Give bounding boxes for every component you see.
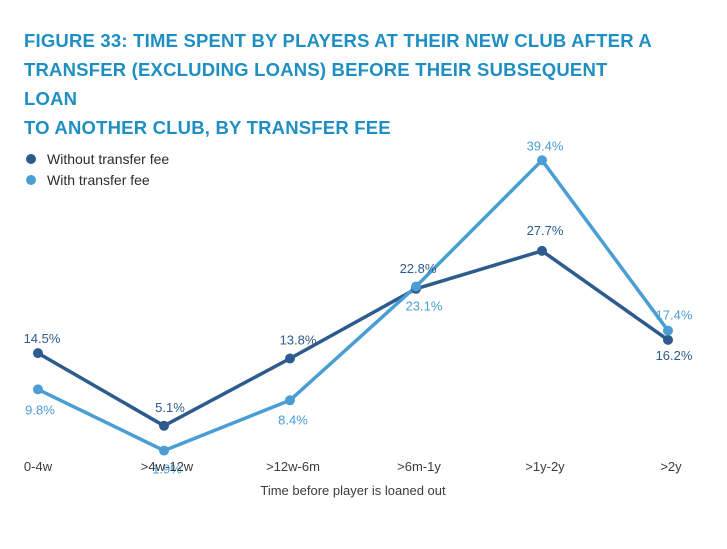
x-tick-label-4: >1y-2y — [525, 459, 565, 474]
legend-marker-without-fee — [26, 153, 36, 164]
data-point-without-fee-1 — [159, 420, 169, 431]
data-label-with-fee-4: 39.4% — [527, 138, 564, 153]
legend-item-without-fee: Without transfer fee — [26, 148, 169, 169]
legend-label-without-fee: Without transfer fee — [47, 150, 170, 167]
data-point-with-fee-4 — [537, 155, 547, 166]
legend-item-with-fee: With transfer fee — [26, 169, 169, 190]
data-point-with-fee-2 — [285, 395, 295, 406]
data-point-without-fee-5 — [663, 334, 673, 345]
chart-legend: Without transfer fee With transfer fee — [26, 148, 169, 190]
data-point-without-fee-0 — [33, 348, 43, 359]
data-point-with-fee-0 — [33, 384, 43, 395]
x-tick-label-3: >6m-1y — [397, 459, 441, 474]
data-point-with-fee-3 — [411, 281, 421, 292]
data-point-with-fee-1 — [159, 445, 169, 456]
series-layer: 14.5% 5.1% 13.8% 22.8% 27.7% 16.2% 9.8% 1.9% 8.4… — [24, 138, 693, 476]
x-tick-label-1: >4w-12w — [141, 459, 194, 474]
data-label-without-fee-0: 14.5% — [24, 331, 61, 346]
data-label-without-fee-3: 22.8% — [400, 261, 437, 276]
data-label-with-fee-0: 9.8% — [25, 402, 55, 417]
x-axis-title: Time before player is loaned out — [260, 483, 446, 498]
data-label-with-fee-1: 1.9% — [152, 462, 182, 477]
chart-title-line-1: FIGURE 33: TIME SPENT BY PLAYERS AT THEI… — [24, 30, 652, 51]
series-line-without-fee — [36, 249, 670, 428]
data-label-without-fee-4: 27.7% — [527, 223, 564, 238]
data-label-without-fee-5: 16.2% — [656, 348, 693, 363]
x-tick-label-2: >12w-6m — [266, 459, 320, 474]
legend-label-with-fee: With transfer fee — [47, 171, 150, 188]
data-point-without-fee-2 — [285, 353, 295, 364]
data-point-without-fee-4 — [537, 245, 547, 256]
data-label-with-fee-5: 17.4% — [656, 308, 693, 323]
data-label-without-fee-2: 13.8% — [280, 333, 317, 348]
data-point-with-fee-5 — [663, 325, 673, 336]
data-label-with-fee-2: 8.4% — [278, 412, 308, 427]
data-label-with-fee-3: 23.1% — [406, 299, 443, 314]
series-line-with-fee — [36, 158, 670, 453]
chart-title: FIGURE 33: TIME SPENT BY PLAYERS AT THEI… — [24, 26, 664, 142]
data-label-without-fee-1: 5.1% — [155, 400, 185, 415]
chart-title-line-3: TO ANOTHER CLUB, BY TRANSFER FEE — [24, 117, 391, 138]
legend-marker-with-fee — [26, 174, 36, 185]
x-tick-label-0: 0-4w — [24, 459, 53, 474]
x-tick-label-5: >2y — [660, 459, 682, 474]
chart-title-line-2: TRANSFER (EXCLUDING LOANS) BEFORE THEIR … — [24, 59, 608, 109]
x-axis: 0-4w >4w-12w >12w-6m >6m-1y >1y-2y >2y — [24, 459, 682, 474]
